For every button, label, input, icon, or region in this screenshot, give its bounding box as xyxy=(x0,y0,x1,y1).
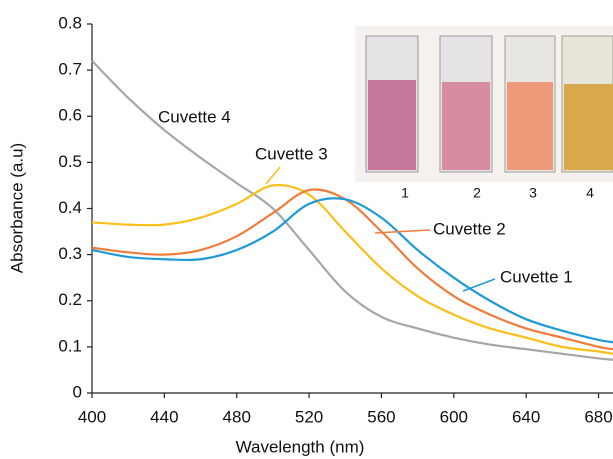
annotation-leader xyxy=(266,167,280,184)
annotation-leader xyxy=(463,279,495,291)
x-tick-label: 600 xyxy=(440,407,468,426)
y-tick-label: 0.8 xyxy=(58,13,82,32)
x-tick-label: 440 xyxy=(150,407,178,426)
y-tick-label: 0.6 xyxy=(58,106,82,125)
x-tick-label: 480 xyxy=(223,407,251,426)
y-tick-label: 0.4 xyxy=(58,198,82,217)
inset-label: 1 xyxy=(401,185,409,201)
y-tick-label: 0.7 xyxy=(58,60,82,79)
y-axis-title: Absorbance (a.u) xyxy=(7,143,26,273)
series-label: Cuvette 4 xyxy=(158,107,231,126)
inset-label: 2 xyxy=(473,185,481,201)
y-tick-label: 0.3 xyxy=(58,244,82,263)
chart: Wavelength (nm) Absorbance (a.u) 0 0.1 0.2… xyxy=(0,0,613,459)
inset-photo xyxy=(355,26,613,182)
y-tick-label: 0.2 xyxy=(58,290,82,309)
inset-label: 4 xyxy=(586,185,594,201)
x-tick-label: 560 xyxy=(367,407,395,426)
inset-label: 3 xyxy=(529,185,537,201)
y-tick-label: 0.1 xyxy=(58,336,82,355)
series-label: Cuvette 1 xyxy=(500,267,573,286)
y-tick-label: 0.5 xyxy=(58,152,82,171)
x-tick-label: 400 xyxy=(78,407,106,426)
annotation-leader xyxy=(375,230,430,233)
x-axis-title: Wavelength (nm) xyxy=(236,437,365,456)
y-tick-label: 0 xyxy=(73,382,82,401)
series-label: Cuvette 2 xyxy=(433,219,506,238)
x-tick-label: 520 xyxy=(295,407,323,426)
series-label: Cuvette 3 xyxy=(255,144,328,163)
x-tick-label: 680 xyxy=(584,407,612,426)
x-tick-label: 640 xyxy=(512,407,540,426)
